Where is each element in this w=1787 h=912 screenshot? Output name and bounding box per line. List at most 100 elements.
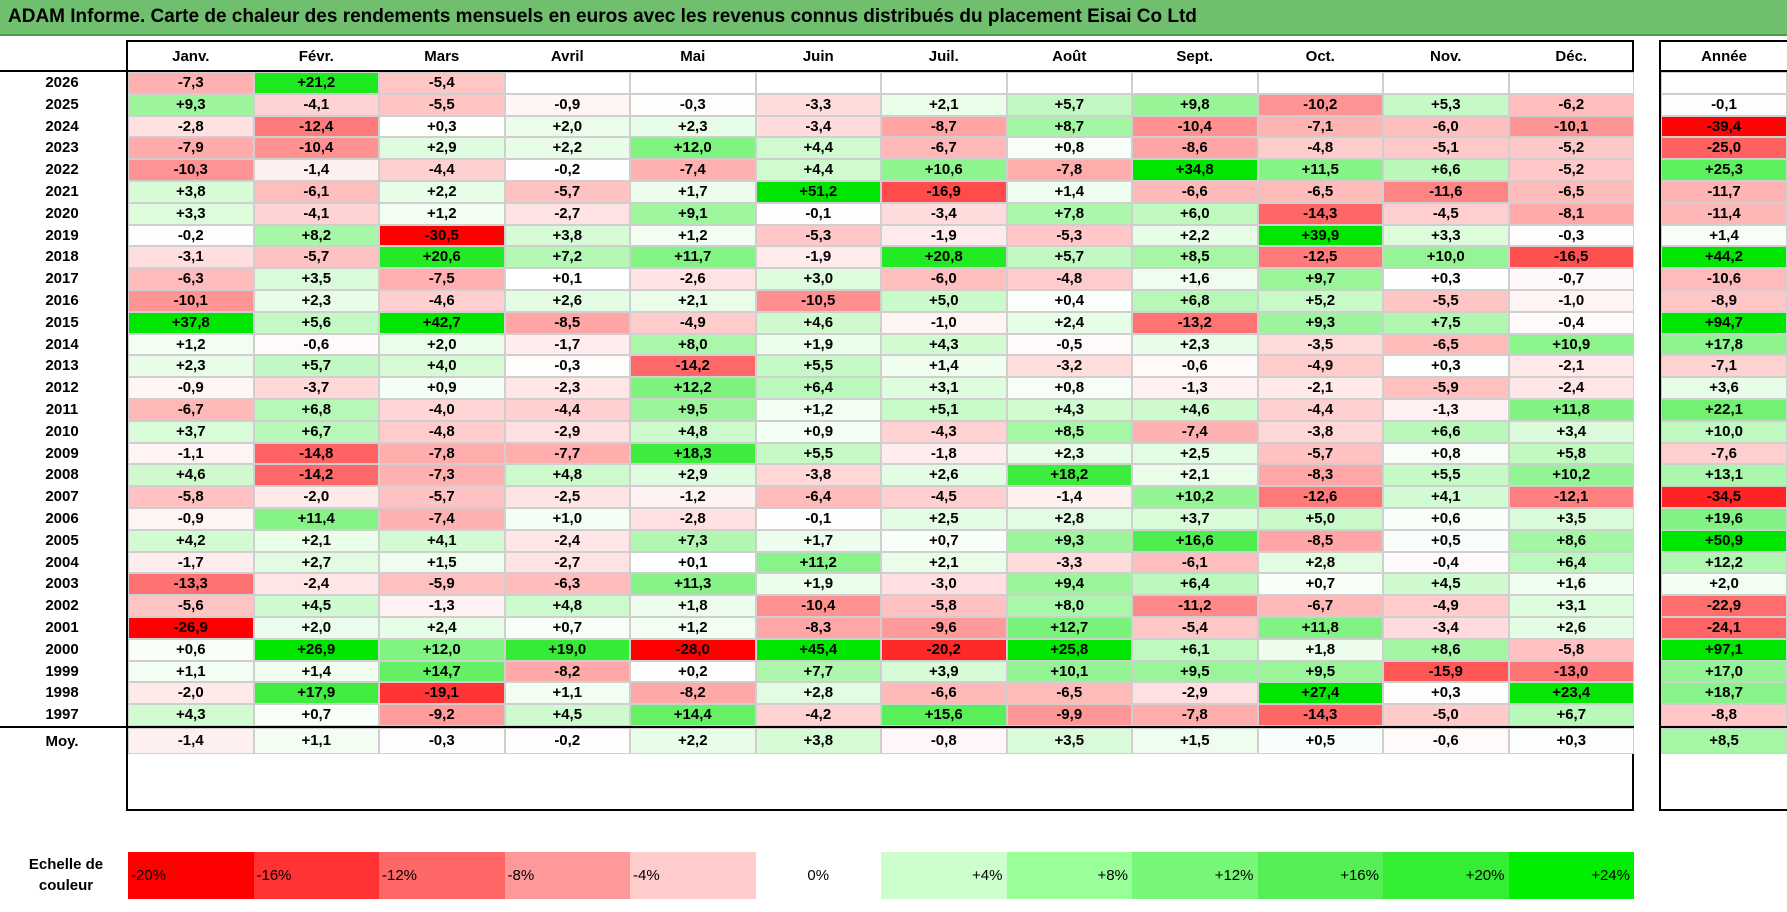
heatmap-cell: +14,4: [630, 704, 756, 726]
average-annual-cell: +8,5: [1661, 728, 1787, 754]
year-label: 2026: [0, 72, 124, 94]
heatmap-cell: +11,3: [630, 573, 756, 595]
heatmap-cell: +1,4: [1007, 181, 1133, 203]
heatmap-cell: +2,2: [505, 137, 631, 159]
month-header: Juil.: [881, 42, 1007, 72]
heatmap-cell: -14,2: [254, 464, 380, 486]
heatmap-cell: -10,1: [128, 290, 254, 312]
month-header: Févr.: [254, 42, 380, 72]
heatmap-cell: +4,4: [756, 159, 882, 181]
annual-cell: +25,3: [1661, 159, 1787, 181]
heatmap-cell: +1,1: [505, 682, 631, 704]
heatmap-cell: +0,7: [505, 617, 631, 639]
heatmap-cell: -6,6: [1132, 181, 1258, 203]
annual-cell: +22,1: [1661, 399, 1787, 421]
heatmap-cell: -14,2: [630, 355, 756, 377]
heatmap-cell: -13,0: [1509, 661, 1635, 683]
heatmap-cell: +8,2: [254, 225, 380, 247]
heatmap-cell: -8,3: [1258, 464, 1384, 486]
heatmap-cell: -16,9: [881, 181, 1007, 203]
heatmap-cell: -8,5: [1258, 530, 1384, 552]
year-label: 2009: [0, 443, 124, 465]
heatmap-cell: +11,2: [756, 552, 882, 574]
heatmap-cell: -6,7: [128, 399, 254, 421]
average-label: Moy.: [0, 728, 124, 756]
heatmap-cell: -0,9: [128, 508, 254, 530]
heatmap-cell: -6,1: [254, 181, 380, 203]
heatmap-cell: +5,5: [1383, 464, 1509, 486]
legend-step: -4%: [630, 852, 756, 899]
heatmap-cell: -14,8: [254, 443, 380, 465]
annual-cell: -25,0: [1661, 137, 1787, 159]
heatmap-cell: +10,2: [1132, 486, 1258, 508]
heatmap-cell: +3,3: [1383, 225, 1509, 247]
heatmap-cell: -3,8: [756, 464, 882, 486]
heatmap-cell: [756, 72, 882, 94]
heatmap-cell: +9,3: [1007, 530, 1133, 552]
heatmap-cell: +39,9: [1258, 225, 1384, 247]
heatmap-cell: -13,3: [128, 573, 254, 595]
heatmap-cell: -4,8: [1007, 268, 1133, 290]
heatmap-cell: -3,4: [881, 203, 1007, 225]
heatmap-cell: -13,2: [1132, 312, 1258, 334]
annual-cell: +18,7: [1661, 682, 1787, 704]
heatmap-cell: -10,1: [1509, 116, 1635, 138]
heatmap-cell: -2,4: [505, 530, 631, 552]
month-header: Mai: [630, 42, 756, 72]
year-label: 2020: [0, 203, 124, 225]
annual-cell: -0,1: [1661, 94, 1787, 116]
heatmap-cell: +6,4: [756, 377, 882, 399]
heatmap-cell: -7,9: [128, 137, 254, 159]
heatmap-cell: +5,2: [1258, 290, 1384, 312]
heatmap-cell: -4,1: [254, 203, 380, 225]
average-cell: +3,5: [1007, 728, 1133, 754]
heatmap-cell: -9,2: [379, 704, 505, 726]
heatmap-cell: -3,2: [1007, 355, 1133, 377]
heatmap-cell: +4,1: [379, 530, 505, 552]
heatmap-cell: -6,7: [881, 137, 1007, 159]
heatmap-cell: -8,3: [756, 617, 882, 639]
heatmap-cell: +15,6: [881, 704, 1007, 726]
month-header: Avril: [505, 42, 631, 72]
heatmap-cell: +8,6: [1509, 530, 1635, 552]
heatmap-cell: [505, 72, 631, 94]
heatmap-cell: -0,3: [505, 355, 631, 377]
heatmap-cell: -5,4: [1132, 617, 1258, 639]
chart-title: ADAM Informe. Carte de chaleur des rende…: [8, 6, 1197, 28]
heatmap-cell: +6,4: [1132, 573, 1258, 595]
heatmap-cell: +2,2: [379, 181, 505, 203]
year-label: 2022: [0, 159, 124, 181]
heatmap-cell: +2,0: [505, 116, 631, 138]
heatmap-cell: +9,1: [630, 203, 756, 225]
heatmap-cell: +2,1: [881, 94, 1007, 116]
heatmap-cell: -2,1: [1509, 355, 1635, 377]
heatmap-cell: +12,0: [379, 639, 505, 661]
heatmap-cell: -12,1: [1509, 486, 1635, 508]
heatmap-cell: +3,9: [881, 661, 1007, 683]
heatmap-cell: -5,6: [128, 595, 254, 617]
heatmap-cell: +0,6: [1383, 508, 1509, 530]
heatmap-cell: +1,2: [630, 225, 756, 247]
heatmap-cell: -16,5: [1509, 246, 1635, 268]
heatmap-cell: +0,1: [630, 552, 756, 574]
heatmap-cell: +1,9: [756, 573, 882, 595]
average-cell: +2,2: [630, 728, 756, 754]
year-label: 2007: [0, 486, 124, 508]
heatmap-cell: -5,5: [379, 94, 505, 116]
heatmap-cell: +16,6: [1132, 530, 1258, 552]
heatmap-cell: [1007, 72, 1133, 94]
heatmap-cell: +51,2: [756, 181, 882, 203]
heatmap-cell: +5,1: [881, 399, 1007, 421]
heatmap-cell: +1,2: [128, 334, 254, 356]
heatmap-cell: -5,4: [379, 72, 505, 94]
heatmap-cell: -14,3: [1258, 704, 1384, 726]
heatmap-cell: +4,4: [756, 137, 882, 159]
heatmap-cell: -5,8: [1509, 639, 1635, 661]
heatmap-cell: -9,6: [881, 617, 1007, 639]
heatmap-cell: +0,9: [756, 421, 882, 443]
heatmap-cell: +0,8: [1007, 137, 1133, 159]
heatmap-cell: +7,7: [756, 661, 882, 683]
heatmap-cell: +37,8: [128, 312, 254, 334]
heatmap-cell: -1,9: [881, 225, 1007, 247]
heatmap-cell: +4,5: [505, 704, 631, 726]
